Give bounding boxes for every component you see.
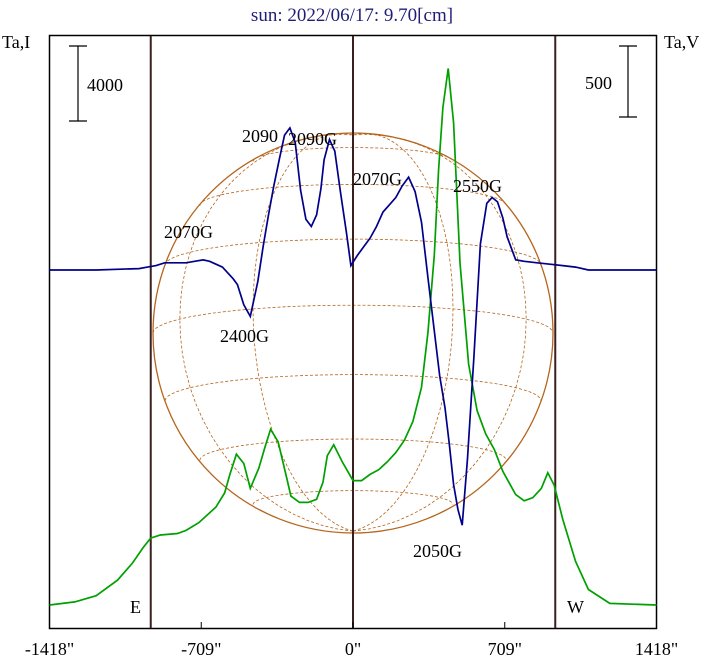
x-tick-label: 0" [345,639,361,659]
annotation-label: 2090 [242,126,278,146]
west-limb-label: W [567,597,584,617]
x-axis-ticks: -1418" -709" 0" 709" 1418" [25,622,678,659]
x-tick-label: -1418" [25,639,74,659]
chart-title: sun: 2022/06/17: 9.70[cm] [251,5,453,26]
annotation-label: 2070G [164,222,213,242]
plot-frame [48,34,658,630]
right-axis-label: Ta,V [664,32,699,52]
annotation-label: 2400G [220,326,269,346]
annotation-label: 2050G [413,541,462,561]
longitude-line [252,133,354,532]
right-scale-label: 500 [585,73,612,93]
x-tick-label: -709" [181,639,221,659]
stokes-i-series-line [49,68,657,606]
latitude-line [164,374,542,401]
east-limb-label: E [130,597,141,617]
left-scale-label: 4000 [87,75,123,95]
stokes-v-series-line [49,126,657,526]
left-axis-label: Ta,I [2,32,30,52]
left-scale-bar [69,45,87,122]
vertical-markers [149,36,557,628]
right-scale-bar [619,45,637,118]
x-tick-label: 709" [488,639,522,659]
annotation-label: 2070G [353,169,402,189]
x-tick-label: 1418" [635,639,678,659]
annotation-label: 2090G [288,129,337,149]
longitude-line [352,133,454,532]
annotation-label: 2550G [453,176,502,196]
